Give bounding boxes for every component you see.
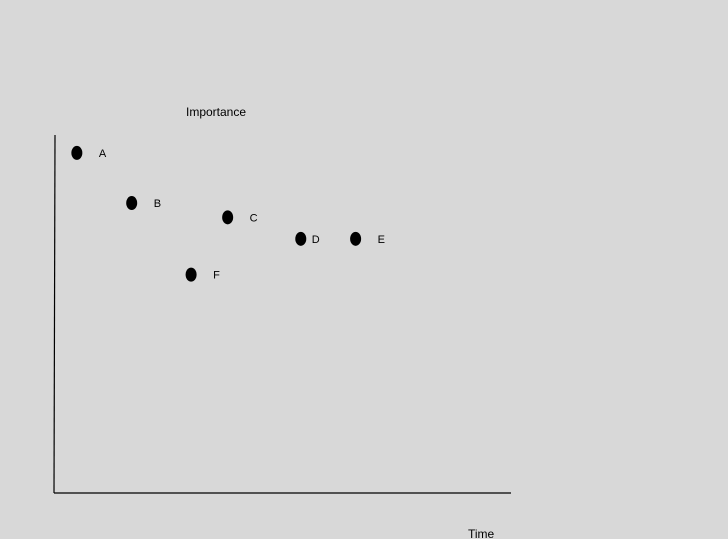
point-label: B bbox=[154, 198, 161, 210]
point-marker bbox=[71, 146, 82, 160]
data-point-b: B bbox=[126, 196, 161, 210]
point-label: E bbox=[378, 234, 385, 246]
point-marker bbox=[350, 232, 361, 246]
data-point-d: D bbox=[295, 232, 320, 246]
point-label: F bbox=[213, 270, 220, 282]
point-marker bbox=[126, 196, 137, 210]
point-label: D bbox=[312, 234, 320, 246]
point-label: C bbox=[250, 212, 258, 224]
data-point-e: E bbox=[350, 232, 385, 246]
point-label: A bbox=[99, 148, 107, 160]
y-axis-label: Importance bbox=[186, 105, 246, 119]
data-point-f: F bbox=[186, 268, 221, 282]
y-axis-line bbox=[54, 135, 55, 493]
point-marker bbox=[186, 268, 197, 282]
point-marker bbox=[295, 232, 306, 246]
point-marker bbox=[222, 210, 233, 224]
data-points: A B C D E F bbox=[71, 146, 385, 282]
data-point-c: C bbox=[222, 210, 258, 224]
data-point-a: A bbox=[71, 146, 107, 160]
x-axis-label: Time bbox=[468, 527, 494, 539]
